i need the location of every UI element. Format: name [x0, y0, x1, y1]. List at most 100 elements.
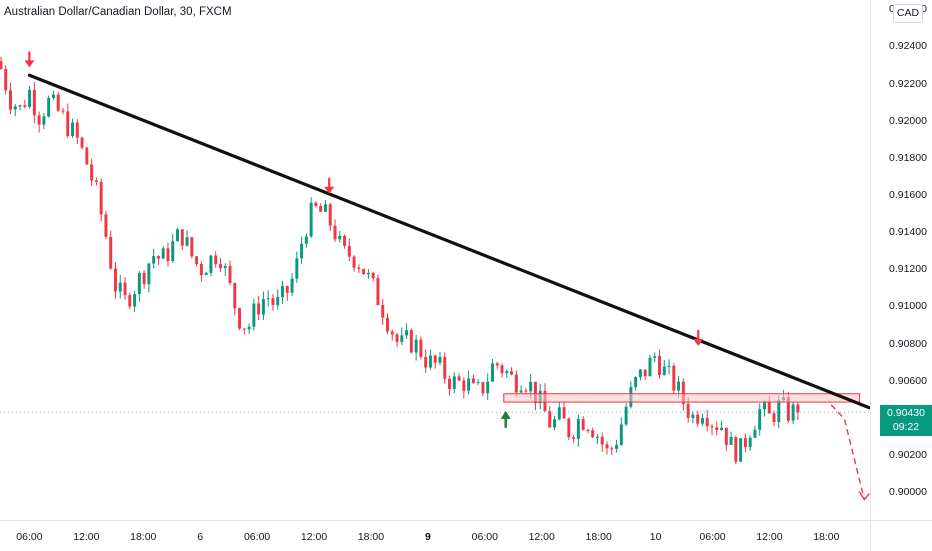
chart-title: Australian Dollar/Canadian Dollar, 30, F… [4, 6, 232, 18]
candle-body [390, 331, 394, 335]
candle-body [519, 390, 523, 393]
candle-body [252, 303, 256, 327]
candle-body [362, 268, 366, 275]
candle-body [763, 402, 766, 410]
x-tick-label: 18:00 [130, 531, 157, 543]
candle-body [490, 363, 494, 382]
candle-body [424, 357, 428, 368]
candle-body [476, 382, 480, 384]
candle-body [658, 356, 661, 375]
candle-body [223, 265, 227, 269]
candle-body [448, 378, 452, 389]
candles-layer [0, 56, 800, 465]
candle-body [438, 356, 442, 363]
candle-body [319, 205, 323, 212]
candle-body [257, 303, 261, 315]
candle-body [333, 225, 337, 240]
candle-body [304, 236, 308, 244]
candle-body [443, 356, 447, 379]
candle-body [610, 448, 614, 450]
last-price-label: 0.90430 09:22 [880, 405, 932, 436]
candle-body [228, 265, 232, 284]
candle-body [281, 286, 284, 298]
candle-body [386, 317, 389, 332]
candle-body [615, 444, 619, 449]
time-axis[interactable]: 06:00 12:00 18:00 6 06:00 12:00 18:00 9 06:00 12:… [0, 520, 870, 551]
candle-body [533, 381, 537, 404]
candle-body [638, 369, 642, 378]
y-tick-label: 0.91800 [889, 151, 927, 164]
markers-layer [24, 51, 704, 428]
plot-area[interactable] [0, 0, 870, 520]
x-tick-label: 18:00 [813, 531, 840, 543]
candle-body [567, 418, 571, 438]
candle-body [586, 429, 590, 431]
candle-body [314, 202, 318, 206]
y-tick-label: 0.92400 [889, 40, 927, 53]
candle-body [576, 419, 580, 439]
candle-body [42, 116, 46, 125]
x-tick-label: 06:00 [471, 531, 498, 543]
countdown-timer: 09:22 [892, 421, 920, 433]
candle-body [338, 235, 342, 240]
candle-body [720, 427, 724, 430]
candle-body [238, 308, 242, 329]
candle-body [128, 295, 132, 307]
candle-body [28, 89, 32, 107]
candle-body [786, 397, 790, 421]
currency-badge[interactable]: CAD [893, 4, 923, 23]
y-tick-label: 0.91200 [889, 263, 927, 276]
candle-body [204, 272, 208, 276]
candle-body [600, 436, 604, 445]
y-tick-label: 0.91600 [889, 189, 927, 201]
projection-path [830, 404, 865, 500]
candle-body [739, 438, 743, 462]
x-tick-label: 12:00 [73, 531, 100, 543]
y-tick-label: 0.92200 [889, 77, 927, 90]
candle-body [710, 426, 714, 428]
candle-body [419, 339, 423, 358]
candle-body [748, 437, 752, 448]
projection-layer [830, 404, 870, 501]
candle-body [648, 357, 652, 377]
price-axis[interactable]: 0.926000.924000.922000.920000.918000.916… [870, 0, 932, 520]
candle-body [428, 355, 432, 368]
candle-body [242, 328, 246, 330]
candle-body [123, 282, 127, 296]
candle-body [634, 377, 638, 387]
candle-body [343, 235, 347, 246]
candle-body [381, 305, 385, 318]
candle-body [161, 248, 165, 259]
y-tick-label: 0.91400 [889, 226, 927, 239]
candle-body [142, 272, 146, 285]
x-tick-label: 06:00 [243, 531, 271, 543]
y-tick-label: 0.90800 [889, 337, 927, 350]
candle-body [667, 365, 671, 367]
candle-body [696, 414, 700, 424]
x-tick-label: 18:00 [585, 531, 612, 543]
candle-body [595, 436, 599, 438]
candle-body [395, 334, 399, 342]
candle-body [285, 286, 289, 293]
candle-body [681, 381, 685, 404]
candle-body [796, 404, 800, 413]
candle-body [185, 237, 189, 246]
candle-body [23, 105, 27, 107]
candle-body [643, 369, 647, 377]
candle-body [562, 407, 566, 419]
candle-body [300, 243, 304, 259]
candle-body [405, 330, 409, 336]
candle-body [85, 147, 89, 165]
candle-body [481, 382, 485, 394]
candle-body [233, 283, 237, 309]
candle-body [366, 272, 370, 275]
axis-corner [870, 520, 932, 551]
x-tick-label: 06:00 [16, 531, 43, 543]
candle-body [13, 106, 17, 110]
candle-body [505, 371, 509, 374]
candle-body [195, 256, 199, 264]
down-arrow-marker [693, 330, 704, 346]
candle-body [176, 229, 179, 242]
candle-body [705, 418, 709, 427]
